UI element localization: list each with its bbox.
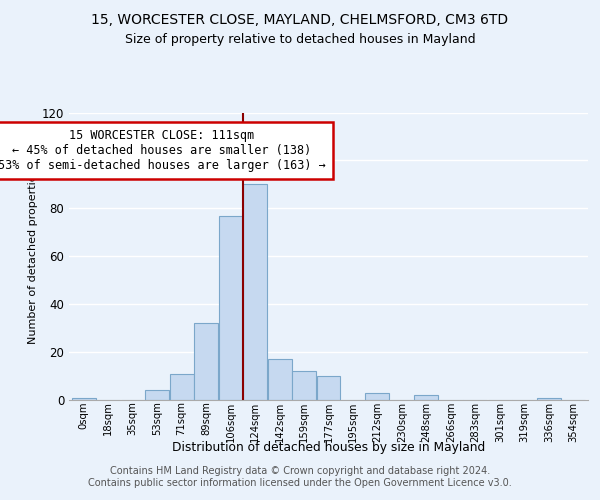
Text: Contains HM Land Registry data © Crown copyright and database right 2024.
Contai: Contains HM Land Registry data © Crown c… [88, 466, 512, 487]
Text: Distribution of detached houses by size in Mayland: Distribution of detached houses by size … [172, 441, 485, 454]
Bar [170, 374, 194, 400]
Bar [537, 398, 561, 400]
Bar [194, 324, 218, 400]
Bar [415, 395, 439, 400]
Text: 15, WORCESTER CLOSE, MAYLAND, CHELMSFORD, CM3 6TD: 15, WORCESTER CLOSE, MAYLAND, CHELMSFORD… [91, 12, 509, 26]
Text: Size of property relative to detached houses in Mayland: Size of property relative to detached ho… [125, 32, 475, 46]
Bar [71, 398, 95, 400]
Bar [292, 371, 316, 400]
Bar [365, 393, 389, 400]
Bar [268, 360, 292, 400]
Y-axis label: Number of detached properties: Number of detached properties [28, 168, 38, 344]
Bar [145, 390, 169, 400]
Bar [317, 376, 340, 400]
Text: 15 WORCESTER CLOSE: 111sqm
← 45% of detached houses are smaller (138)
53% of sem: 15 WORCESTER CLOSE: 111sqm ← 45% of deta… [0, 130, 326, 172]
Bar [243, 184, 267, 400]
Bar [218, 216, 242, 400]
